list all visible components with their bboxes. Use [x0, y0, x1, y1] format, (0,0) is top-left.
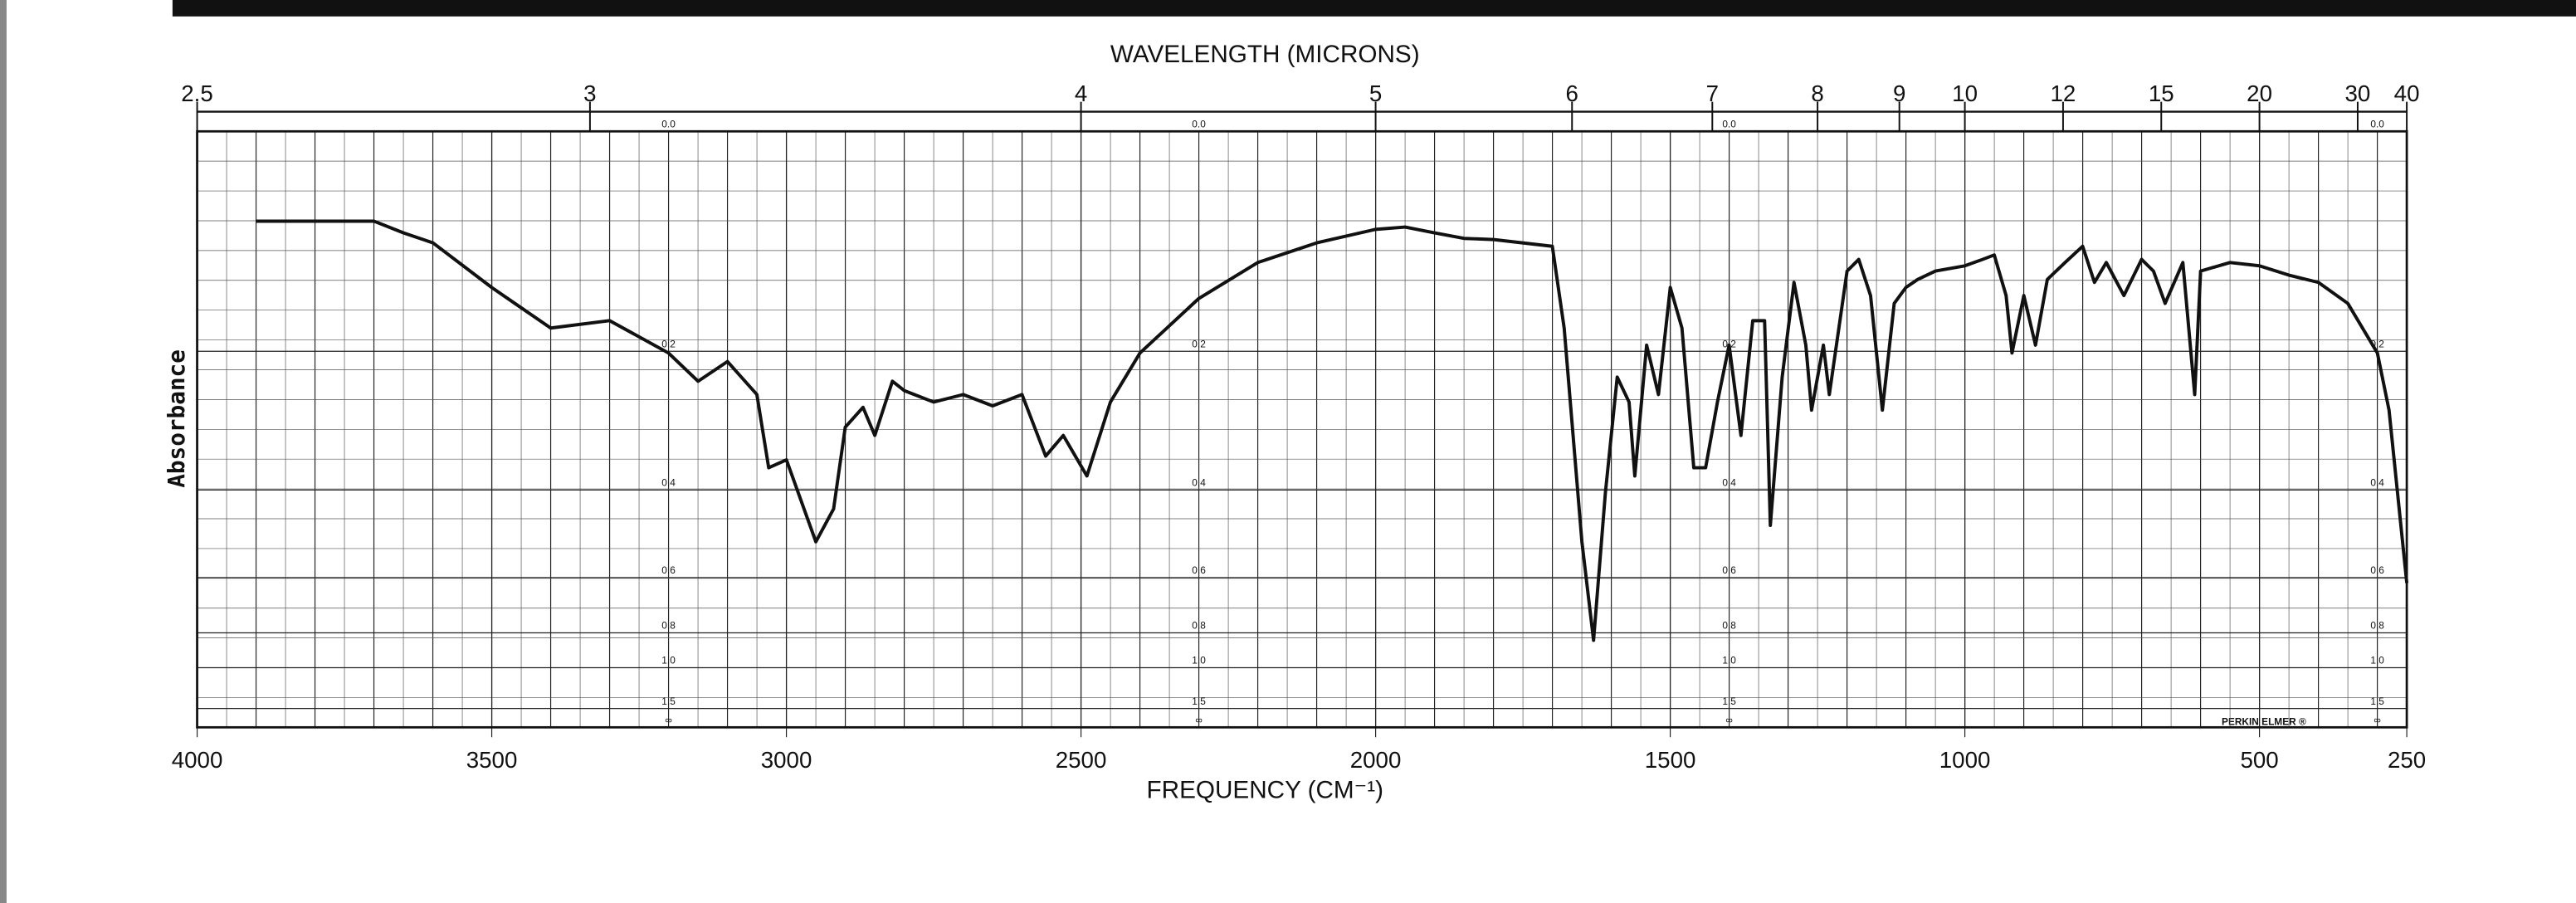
x-tick-label: 2500: [1056, 747, 1107, 773]
x2-tick-label: 4: [1075, 81, 1087, 106]
x2-tick-label: 8: [1811, 81, 1823, 106]
y-tick-label: 0.6: [1192, 564, 1206, 576]
y-tick-label: 1.5: [2370, 696, 2384, 707]
y-tick-label: 0.2: [661, 338, 676, 349]
x2-tick-label: 9: [1893, 81, 1905, 106]
x-tick-label: 1000: [1939, 747, 1991, 773]
y-tick-label: 0.8: [661, 620, 676, 632]
x2-tick-label: 10: [1952, 81, 1978, 106]
y-tick-label: 0.0: [1722, 118, 1736, 129]
x2-tick-label: 12: [2051, 81, 2076, 106]
top-band: [172, 0, 2576, 17]
y-tick-label: 0.4: [1192, 477, 1206, 489]
y-tick-label: 0.4: [1722, 477, 1736, 489]
y-tick-label: 0.0: [2370, 118, 2384, 129]
x2-tick-label: 40: [2394, 81, 2420, 106]
y-tick-label: ∞: [1725, 715, 1732, 726]
y-tick-label: 1.0: [2370, 655, 2384, 666]
y-tick-label: 0.8: [1722, 620, 1736, 632]
y-tick-label: 0.6: [661, 564, 676, 576]
x-axis-label: FREQUENCY (CM⁻¹): [1147, 776, 1384, 803]
x2-tick-label: 3: [583, 81, 596, 106]
x-tick-label: 500: [2240, 747, 2278, 773]
y-tick-label: 0.6: [2370, 564, 2384, 576]
y-tick-label: 1.5: [661, 696, 676, 707]
x2-tick-label: 6: [1566, 81, 1578, 106]
x-tick-label: 4000: [172, 747, 223, 773]
x2-tick-label: 5: [1369, 81, 1382, 106]
spectrum-line: [256, 219, 2409, 642]
y-tick-label: 0.0: [661, 118, 676, 129]
y-tick-label: 1.5: [1192, 696, 1206, 707]
x2-tick-label: 2.5: [181, 81, 213, 106]
x-tick-label: 3000: [761, 747, 812, 773]
plot-frame: [196, 129, 2408, 729]
y-tick-label: ∞: [1195, 715, 1202, 726]
x2-tick-label: 20: [2247, 81, 2272, 106]
x-tick-label: 3500: [466, 747, 518, 773]
y-tick-label: 0.4: [2370, 477, 2384, 489]
x-tick-label: 250: [2388, 747, 2426, 773]
y-tick-label: 0.0: [1192, 118, 1206, 129]
y-tick-label: 1.0: [661, 655, 676, 666]
x2-axis-label: WAVELENGTH (MICRONS): [1110, 41, 1420, 68]
y-tick-label: 0.8: [1192, 620, 1206, 632]
y-tick-label: 1.0: [1192, 655, 1206, 666]
y-tick-label: 1.5: [1722, 696, 1736, 707]
y-tick-label: 0.4: [661, 477, 676, 489]
y-tick-label: ∞: [2374, 715, 2380, 726]
y-tick-label: ∞: [665, 715, 671, 726]
left-edge: [0, 0, 7, 903]
x2-tick-label: 30: [2345, 81, 2371, 106]
y-tick-label: 1.0: [1722, 655, 1736, 666]
x-tick-label: 2000: [1350, 747, 1402, 773]
y-tick-label: 0.2: [1192, 338, 1206, 349]
x2-tick-label: 15: [2149, 81, 2174, 106]
x2-tick-label: 7: [1706, 81, 1719, 106]
y-tick-label: 0.6: [1722, 564, 1736, 576]
y-axis-label: Absorbance: [163, 349, 190, 488]
x-tick-label: 1500: [1645, 747, 1696, 773]
maker-note: PERKIN ELMER ®: [2222, 716, 2306, 728]
y-tick-label: 0.8: [2370, 620, 2384, 632]
